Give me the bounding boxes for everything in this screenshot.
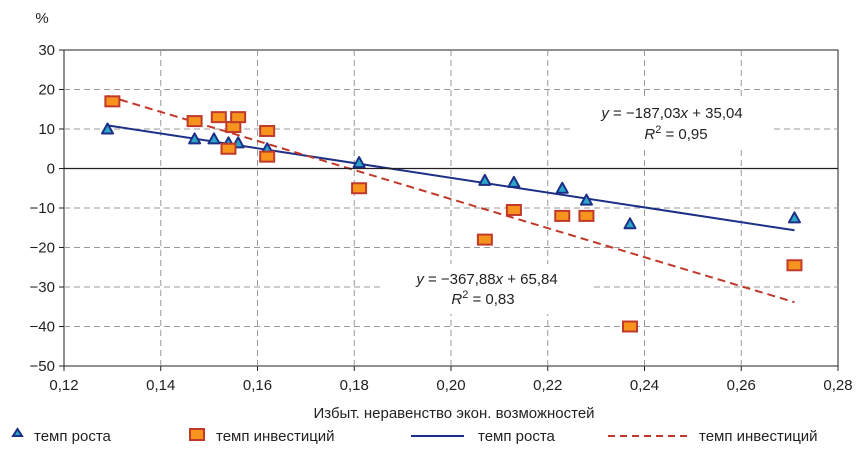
growth-point bbox=[207, 132, 221, 145]
y-tick-label: 20 bbox=[38, 82, 55, 99]
legend-item-investment-points: темп инвестиций bbox=[189, 428, 335, 445]
x-tick-label: 0,22 bbox=[533, 377, 562, 394]
x-tick-label: 0,18 bbox=[340, 377, 369, 394]
trend-line-investment bbox=[107, 94, 795, 304]
growth-point bbox=[478, 173, 492, 186]
x-axis-label: Избыт. неравенство экон. возможностей bbox=[313, 405, 594, 422]
annotation-background bbox=[384, 264, 590, 314]
x-tick-label: 0,16 bbox=[243, 377, 272, 394]
x-tick-label: 0,14 bbox=[146, 377, 175, 394]
legend-item-growth-points: темп роста bbox=[11, 427, 112, 445]
legend: темп роста темп инвестиций темп роста те… bbox=[11, 427, 818, 445]
equation-y: y bbox=[600, 105, 610, 122]
investment-point bbox=[220, 142, 237, 155]
regression-equation: y = −187,03x + 35,04 bbox=[600, 105, 742, 122]
triangle-marker-icon bbox=[11, 427, 24, 437]
r-value: = 0,83 bbox=[468, 291, 514, 308]
tick-labels: 0,12 0,14 0,16 0,18 0,20 0,22 0,24 0,26 0,283020… bbox=[30, 42, 853, 394]
r-value: = 0,95 bbox=[661, 126, 707, 143]
square-marker-icon bbox=[189, 428, 205, 441]
r-label: R bbox=[451, 291, 462, 308]
growth-point bbox=[623, 217, 637, 230]
investment-point bbox=[259, 150, 276, 163]
growth-point bbox=[579, 193, 593, 206]
investment-point bbox=[104, 95, 121, 108]
r-squared: R2 = 0,83 bbox=[451, 289, 514, 308]
equation-y: y bbox=[415, 271, 425, 288]
investment-point bbox=[476, 233, 493, 246]
y-tick-label: −30 bbox=[30, 279, 55, 296]
y-tick-label: 10 bbox=[38, 121, 55, 138]
equation-slope: = −187,03 bbox=[609, 105, 681, 122]
r-squared: R2 = 0,95 bbox=[644, 124, 707, 143]
x-tick-label: 0,28 bbox=[823, 377, 852, 394]
y-tick-label: −50 bbox=[30, 358, 55, 375]
growth-point bbox=[101, 122, 115, 135]
x-tick-label: 0,20 bbox=[436, 377, 465, 394]
regression-annotation-growth: y = −187,03x + 35,04 R2 = 0,95 bbox=[570, 96, 772, 146]
y-tick-label: −20 bbox=[30, 240, 55, 257]
data-points bbox=[101, 95, 803, 333]
equation-intercept: + 65,84 bbox=[503, 271, 558, 288]
investment-point bbox=[259, 124, 276, 137]
r-superscript: 2 bbox=[462, 289, 468, 301]
axes bbox=[59, 49, 839, 371]
growth-point bbox=[188, 132, 202, 145]
investment-point bbox=[230, 111, 247, 124]
legend-item-growth-trend: темп роста bbox=[411, 428, 556, 445]
growth-point bbox=[352, 156, 366, 169]
y-tick-label: −40 bbox=[30, 319, 55, 336]
equation-slope: = −367,88 bbox=[424, 271, 496, 288]
r-superscript: 2 bbox=[655, 124, 661, 136]
investment-point bbox=[186, 115, 203, 128]
investment-point bbox=[786, 259, 803, 272]
regression-equation: y = −367,88x + 65,84 bbox=[415, 271, 557, 288]
legend-label: темп инвестиций bbox=[216, 428, 335, 445]
growth-point bbox=[555, 181, 569, 194]
equation-x: x bbox=[680, 105, 689, 122]
investment-point bbox=[225, 121, 242, 134]
legend-item-investment-trend: темп инвестиций bbox=[608, 428, 818, 445]
equation-x: x bbox=[495, 271, 504, 288]
regression-annotation-investment: y = −367,88x + 65,84 R2 = 0,83 bbox=[384, 264, 590, 314]
investment-point bbox=[578, 209, 595, 222]
investment-point bbox=[351, 182, 368, 195]
investment-point bbox=[210, 111, 227, 124]
x-tick-label: 0,24 bbox=[630, 377, 659, 394]
growth-point bbox=[787, 211, 801, 224]
investment-point bbox=[505, 203, 522, 216]
y-axis-label: % bbox=[35, 10, 48, 27]
legend-label: темп роста bbox=[34, 428, 112, 445]
legend-label: темп инвестиций bbox=[699, 428, 818, 445]
y-tick-label: −10 bbox=[30, 200, 55, 217]
r-label: R bbox=[644, 126, 655, 143]
x-tick-label: 0,26 bbox=[727, 377, 756, 394]
annotation-background bbox=[570, 96, 772, 146]
x-tick-label: 0,12 bbox=[49, 377, 78, 394]
investment-point bbox=[554, 209, 571, 222]
growth-point bbox=[507, 175, 521, 188]
legend-label: темп роста bbox=[478, 428, 556, 445]
y-tick-label: 30 bbox=[38, 42, 55, 59]
y-tick-label: 0 bbox=[47, 161, 55, 178]
investment-point bbox=[621, 320, 638, 333]
equation-intercept: + 35,04 bbox=[688, 105, 743, 122]
